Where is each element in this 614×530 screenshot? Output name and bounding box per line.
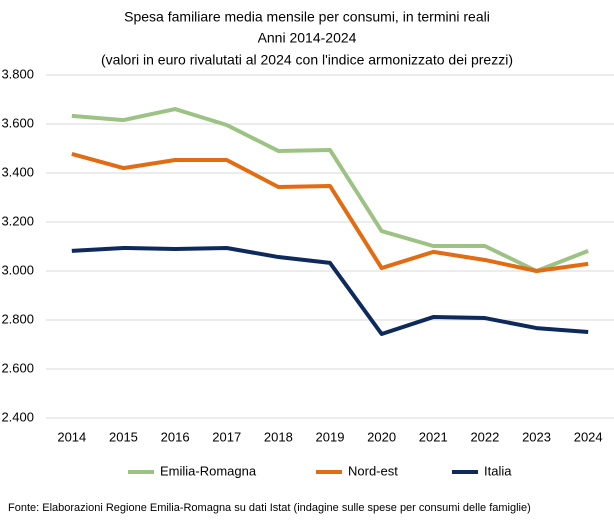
y-tick-label: 3.400: [1, 164, 34, 179]
x-tick-label: 2014: [57, 429, 86, 444]
y-tick-label: 3.200: [1, 213, 34, 228]
data-line: [71, 107, 589, 273]
y-tick-label: 3.800: [1, 66, 34, 81]
chart-title: (valori in euro rivalutati al 2024 con l…: [101, 52, 513, 68]
legend-label: Emilia-Romagna: [160, 463, 257, 478]
y-tick-label: 3.000: [1, 262, 34, 277]
data-line: [71, 245, 589, 336]
data-line: [71, 151, 589, 273]
x-tick-label: 2024: [574, 429, 603, 444]
x-tick-label: 2019: [316, 429, 345, 444]
y-tick-label: 2.400: [1, 409, 34, 424]
x-tick-label: 2018: [264, 429, 293, 444]
x-tick-label: 2022: [470, 429, 499, 444]
x-tick-label: 2021: [419, 429, 448, 444]
source-note: Fonte: Elaborazioni Regione Emilia-Romag…: [8, 502, 531, 514]
legend-label: Nord-est: [348, 463, 398, 478]
x-tick-label: 2015: [109, 429, 138, 444]
chart-title: Spesa familiare media mensile per consum…: [124, 9, 490, 25]
legend-label: Italia: [484, 463, 512, 478]
x-tick-label: 2020: [367, 429, 396, 444]
x-tick-label: 2016: [161, 429, 190, 444]
y-tick-label: 3.600: [1, 115, 34, 130]
x-tick-label: 2017: [212, 429, 241, 444]
x-tick-label: 2023: [522, 429, 551, 444]
y-tick-label: 2.800: [1, 311, 34, 326]
chart-title: Anni 2014-2024: [258, 30, 357, 46]
y-tick-label: 2.600: [1, 360, 34, 375]
